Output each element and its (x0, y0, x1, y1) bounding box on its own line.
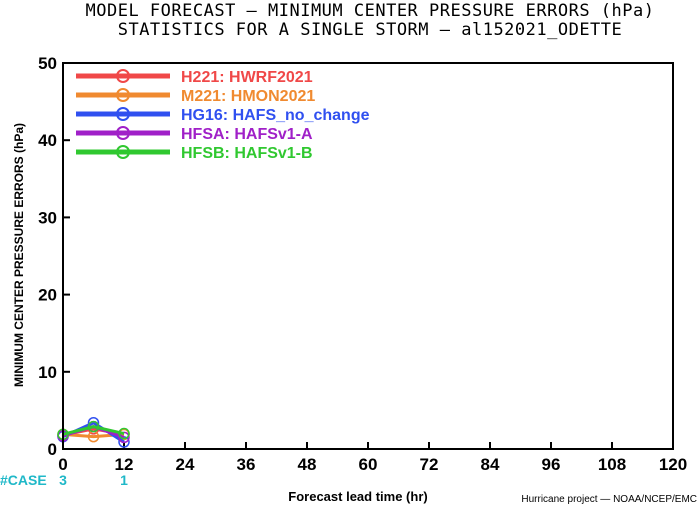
chart-title: MODEL FORECAST — MINIMUM CENTER PRESSURE… (86, 1, 655, 21)
x-tick-group: 0 12 24 36 48 60 72 84 96 108 120 (58, 442, 687, 474)
case-count-0: 3 (59, 472, 67, 488)
legend-marker-1 (116, 88, 130, 102)
x-tick-label: 72 (420, 455, 439, 474)
legend-entry-3: HFSA: HAFSv1-A (181, 126, 313, 143)
x-tick-label: 84 (481, 455, 500, 474)
case-counts: #CASE 3 1 (0, 472, 128, 488)
x-tick-label: 36 (237, 455, 256, 474)
x-tick-label: 48 (298, 455, 317, 474)
y-tick-label: 0 (48, 440, 57, 459)
series-line-4 (62, 425, 125, 436)
x-tick-label: 12 (115, 455, 134, 474)
x-tick-label: 108 (598, 455, 626, 474)
legend-entry-2: HG16: HAFS_no_change (181, 107, 370, 124)
x-tick-label: 120 (659, 455, 687, 474)
x-axis-label: Forecast lead time (hr) (288, 489, 427, 504)
data-point (118, 427, 130, 440)
case-count-1: 1 (120, 472, 128, 488)
legend-entry-4: HFSB: HAFSv1-B (181, 145, 313, 162)
x-tick-label: 60 (359, 455, 378, 474)
legend-marker-3 (116, 126, 130, 140)
credit-text: Hurricane project — NOAA/NCEP/EMC (521, 494, 697, 505)
y-tick-label: 50 (38, 54, 57, 73)
legend-entry-0: H221: HWRF2021 (181, 69, 313, 86)
legend-marker-4 (116, 145, 130, 159)
chart-subtitle: STATISTICS FOR A SINGLE STORM — al152021… (118, 20, 623, 40)
series-layer (57, 417, 130, 448)
legend: H221: HWRF2021 M221: HMON2021 HG16: HAFS_n… (76, 69, 370, 162)
legend-marker-2 (116, 107, 130, 121)
legend-entry-1: M221: HMON2021 (181, 88, 315, 105)
data-point (87, 420, 100, 433)
plot-frame (62, 62, 674, 450)
y-tick-label: 30 (38, 208, 57, 227)
y-axis-label: MINIMUM CENTER PRESSURE ERRORS (hPa) (12, 123, 26, 387)
x-tick-label: 96 (542, 455, 561, 474)
y-tick-label: 10 (38, 363, 57, 382)
x-tick-label: 24 (176, 455, 195, 474)
x-tick-label: 0 (58, 455, 67, 474)
legend-marker-0 (116, 69, 130, 83)
y-tick-label: 40 (38, 131, 57, 150)
y-tick-label: 20 (38, 286, 57, 305)
case-label: #CASE (0, 472, 47, 488)
y-tick-group: 0 10 20 30 40 50 (38, 54, 70, 459)
